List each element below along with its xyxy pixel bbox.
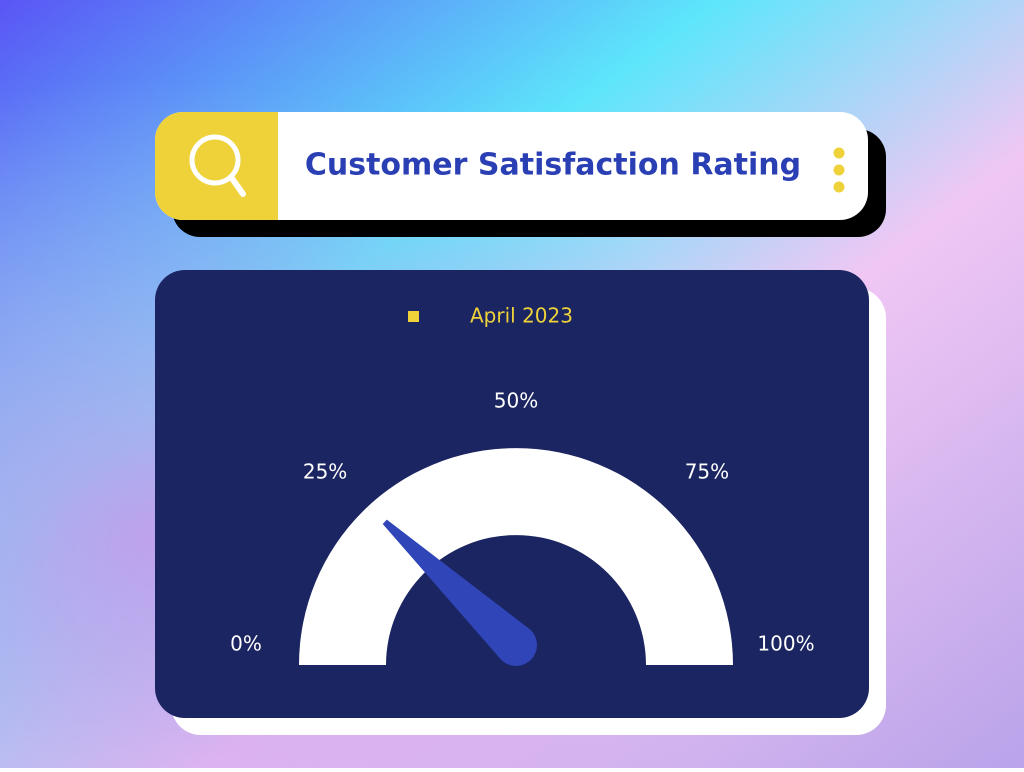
header-card [155, 112, 868, 220]
tick-label: 50% [494, 389, 538, 413]
search-icon [189, 134, 241, 186]
search-box[interactable] [155, 112, 278, 220]
tick-label: 25% [303, 460, 347, 484]
menu-dot [833, 147, 845, 159]
search-icon-handle [228, 174, 246, 197]
tick-label: 100% [757, 632, 814, 656]
tick-label: 75% [685, 460, 729, 484]
gauge-arc [299, 448, 733, 665]
needle [382, 519, 538, 667]
menu-dot [833, 164, 845, 176]
chart-title: Customer Satisfaction Rating [305, 148, 801, 183]
tick-label: 0% [230, 632, 262, 656]
legend-label: April 2023 [470, 304, 573, 328]
legend-swatch [408, 311, 419, 322]
menu-dot [833, 181, 845, 193]
menu-button[interactable] [833, 147, 845, 193]
gauge: 0% 25% 50% 75% 100% [230, 389, 815, 667]
